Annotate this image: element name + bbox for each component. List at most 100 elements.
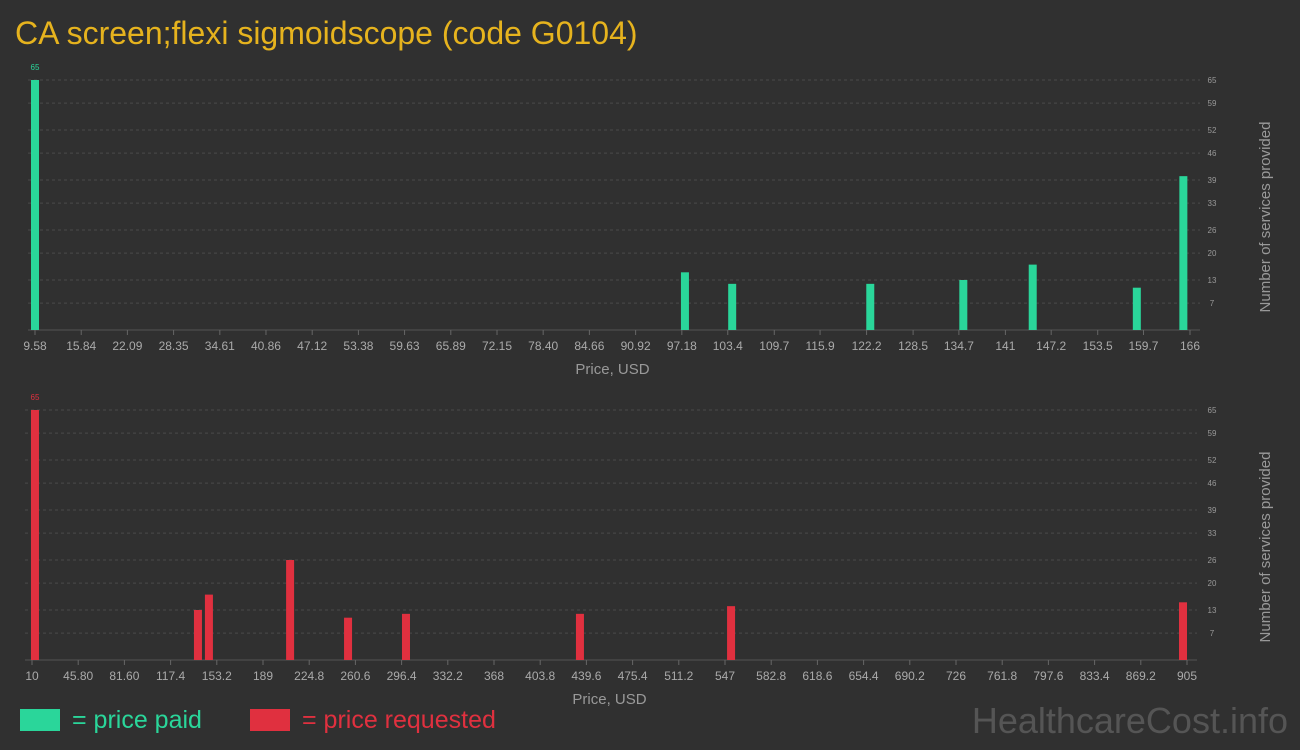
x-tick-label: 475.4 <box>618 669 648 683</box>
x-tick-label: 511.2 <box>664 669 693 683</box>
y-tick-label: 52 <box>1208 456 1217 465</box>
y-axis-title: Number of services provided <box>1257 452 1274 643</box>
bar <box>30 410 39 660</box>
x-tick-label: 582.8 <box>756 669 786 683</box>
bar <box>680 272 689 330</box>
title: CA screen;flexi sigmoidscope (code G0104… <box>15 15 638 51</box>
legend-label: = price requested <box>302 706 496 734</box>
x-tick-label: 72.15 <box>482 339 512 353</box>
x-tick-label: 403.8 <box>525 669 555 683</box>
legend-swatch <box>20 709 60 731</box>
data-label: 65 <box>31 393 40 402</box>
x-tick-label: 90.92 <box>621 339 651 353</box>
y-tick-label: 20 <box>1208 249 1217 258</box>
x-tick-label: 726 <box>946 669 966 683</box>
x-tick-label: 22.09 <box>112 339 142 353</box>
x-tick-label: 9.58 <box>23 339 47 353</box>
x-tick-label: 166 <box>1180 339 1200 353</box>
x-tick-label: 654.4 <box>849 669 879 683</box>
x-tick-label: 103.4 <box>713 339 743 353</box>
watermark: HealthcareCost.info <box>972 700 1288 741</box>
bar <box>1132 287 1141 330</box>
x-tick-label: 439.6 <box>571 669 601 683</box>
x-tick-label: 45.80 <box>63 669 93 683</box>
x-tick-label: 547 <box>715 669 735 683</box>
x-tick-label: 224.8 <box>294 669 324 683</box>
x-tick-label: 10 <box>25 669 39 683</box>
y-tick-label: 7 <box>1210 629 1215 638</box>
bar <box>575 613 584 660</box>
bar <box>401 613 410 660</box>
x-tick-label: 332.2 <box>433 669 463 683</box>
x-tick-label: 122.2 <box>852 339 882 353</box>
y-tick-label: 46 <box>1208 479 1217 488</box>
x-tick-label: 141 <box>995 339 1015 353</box>
x-tick-label: 128.5 <box>898 339 928 353</box>
y-tick-label: 33 <box>1208 529 1217 538</box>
y-tick-label: 33 <box>1208 199 1217 208</box>
y-tick-label: 59 <box>1208 429 1217 438</box>
x-tick-label: 797.6 <box>1033 669 1063 683</box>
x-tick-label: 59.63 <box>390 339 420 353</box>
y-tick-label: 20 <box>1208 579 1217 588</box>
y-tick-label: 13 <box>1208 606 1217 615</box>
legend-swatch <box>250 709 290 731</box>
x-tick-label: 47.12 <box>297 339 327 353</box>
bar <box>193 610 202 660</box>
bar <box>204 594 213 660</box>
bar <box>1178 602 1187 660</box>
x-tick-label: 147.2 <box>1036 339 1066 353</box>
bar <box>1028 264 1037 330</box>
x-tick-label: 15.84 <box>66 339 96 353</box>
x-tick-label: 81.60 <box>109 669 139 683</box>
x-tick-label: 260.6 <box>340 669 370 683</box>
y-tick-label: 65 <box>1208 406 1217 415</box>
y-tick-label: 26 <box>1208 556 1217 565</box>
x-tick-label: 117.4 <box>156 669 185 683</box>
x-axis-title: Price, USD <box>572 691 646 708</box>
x-tick-label: 153.5 <box>1083 339 1113 353</box>
bar <box>959 280 968 330</box>
x-tick-label: 40.86 <box>251 339 281 353</box>
y-tick-label: 46 <box>1208 149 1217 158</box>
x-tick-label: 109.7 <box>759 339 789 353</box>
bar <box>286 560 295 660</box>
bar <box>31 80 39 330</box>
bar <box>727 606 736 660</box>
x-tick-label: 153.2 <box>202 669 232 683</box>
x-tick-label: 134.7 <box>944 339 974 353</box>
x-tick-label: 296.4 <box>387 669 417 683</box>
y-tick-label: 13 <box>1208 276 1217 285</box>
y-tick-label: 52 <box>1208 126 1217 135</box>
x-tick-label: 869.2 <box>1126 669 1156 683</box>
x-tick-label: 34.61 <box>205 339 235 353</box>
bar <box>866 283 875 330</box>
y-tick-label: 65 <box>1208 76 1217 85</box>
x-tick-label: 690.2 <box>895 669 925 683</box>
x-tick-label: 78.40 <box>528 339 558 353</box>
x-tick-label: 368 <box>484 669 504 683</box>
y-axis-title: Number of services provided <box>1257 122 1274 313</box>
x-tick-label: 53.38 <box>343 339 373 353</box>
x-tick-label: 65.89 <box>436 339 466 353</box>
x-tick-label: 905 <box>1177 669 1197 683</box>
legend-label: = price paid <box>72 706 202 734</box>
x-tick-label: 761.8 <box>987 669 1017 683</box>
y-tick-label: 39 <box>1208 506 1217 515</box>
y-tick-label: 7 <box>1210 299 1215 308</box>
y-tick-label: 39 <box>1208 176 1217 185</box>
x-tick-label: 189 <box>253 669 273 683</box>
x-axis-title: Price, USD <box>575 361 649 378</box>
x-tick-label: 618.6 <box>802 669 832 683</box>
x-tick-label: 159.7 <box>1128 339 1158 353</box>
y-tick-label: 59 <box>1208 99 1217 108</box>
bar <box>728 283 737 330</box>
data-label: 65 <box>31 63 40 72</box>
bar <box>1179 176 1188 330</box>
x-tick-label: 115.9 <box>805 339 834 353</box>
bar <box>344 617 353 660</box>
x-tick-label: 833.4 <box>1080 669 1110 683</box>
x-tick-label: 84.66 <box>574 339 604 353</box>
